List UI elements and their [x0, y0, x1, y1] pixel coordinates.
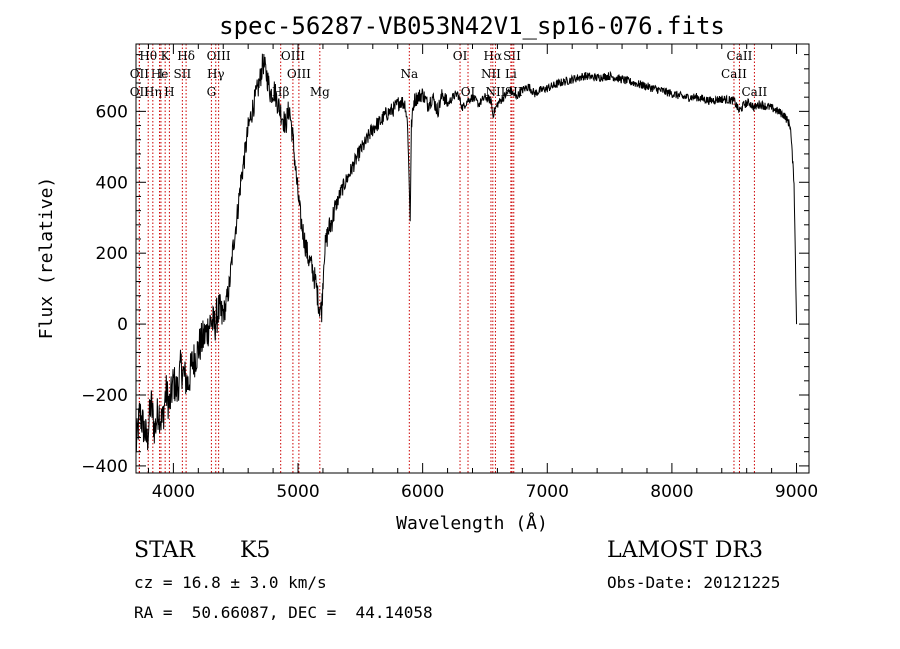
- axes: 4000 5000 6000 7000 8000 9000 −400 −200 0 200 400 6…: [81, 44, 818, 502]
- marker-label: Li: [505, 67, 517, 81]
- marker-label: Hη: [144, 85, 162, 99]
- spectrum-series: [135, 53, 798, 453]
- marker-label: SII: [503, 49, 521, 63]
- marker-label: I: [159, 67, 164, 81]
- spectrum-line: [135, 53, 798, 453]
- chart-title: spec-56287-VB053N42V1_sp16-076.fits: [219, 12, 725, 40]
- x-tick-label: 6000: [401, 482, 444, 502]
- y-axis-label: Flux (relative): [36, 177, 57, 340]
- marker-label: K: [161, 49, 171, 63]
- marker-label: CaII: [721, 67, 747, 81]
- marker-label: He: [151, 67, 169, 81]
- subclass: K5: [240, 538, 271, 563]
- object-class: STAR: [134, 538, 195, 563]
- marker-label: CaII: [741, 85, 767, 99]
- marker-label: Hδ: [177, 49, 195, 63]
- marker-label: OIII: [207, 49, 231, 63]
- marker-label: SII: [174, 67, 192, 81]
- y-tick-label: 200: [96, 244, 128, 264]
- x-tick-label: 4000: [152, 482, 195, 502]
- obs-date: Obs-Date: 20121225: [607, 573, 781, 592]
- survey-name: LAMOST DR3: [607, 538, 763, 563]
- plot-frame: [135, 43, 810, 474]
- x-tick-label: 5000: [276, 482, 319, 502]
- marker-label: NII: [485, 85, 505, 99]
- marker-label: OII: [130, 85, 150, 99]
- y-tick-label: 600: [96, 102, 128, 122]
- x-tick-label: 9000: [775, 482, 818, 502]
- marker-label: Hα: [484, 49, 503, 63]
- x-axis-label: Wavelength (Å): [396, 512, 548, 534]
- marker-label: Hθ: [139, 49, 157, 63]
- marker-label: H: [164, 85, 174, 99]
- marker-label: Na: [400, 67, 418, 81]
- x-tick-label: 8000: [650, 482, 693, 502]
- y-tick-label: −400: [81, 457, 128, 477]
- x-tick-label: 7000: [526, 482, 569, 502]
- marker-label: OIII: [281, 49, 305, 63]
- marker-label: OII: [130, 67, 150, 81]
- marker-label: G: [207, 85, 217, 99]
- marker-label: NII: [481, 67, 501, 81]
- marker-label: Hγ: [207, 67, 225, 81]
- redshift-value: cz = 16.8 ± 3.0 km/s: [134, 573, 327, 592]
- y-tick-label: 0: [117, 315, 128, 335]
- marker-label: CaII: [727, 49, 753, 63]
- y-tick-label: 400: [96, 173, 128, 193]
- y-tick-label: −200: [81, 386, 128, 406]
- marker-label: Mg: [310, 85, 330, 99]
- marker-label: OIII: [287, 67, 311, 81]
- coordinates: RA = 50.66087, DEC = 44.14058: [134, 603, 433, 622]
- marker-label: OI: [453, 49, 468, 63]
